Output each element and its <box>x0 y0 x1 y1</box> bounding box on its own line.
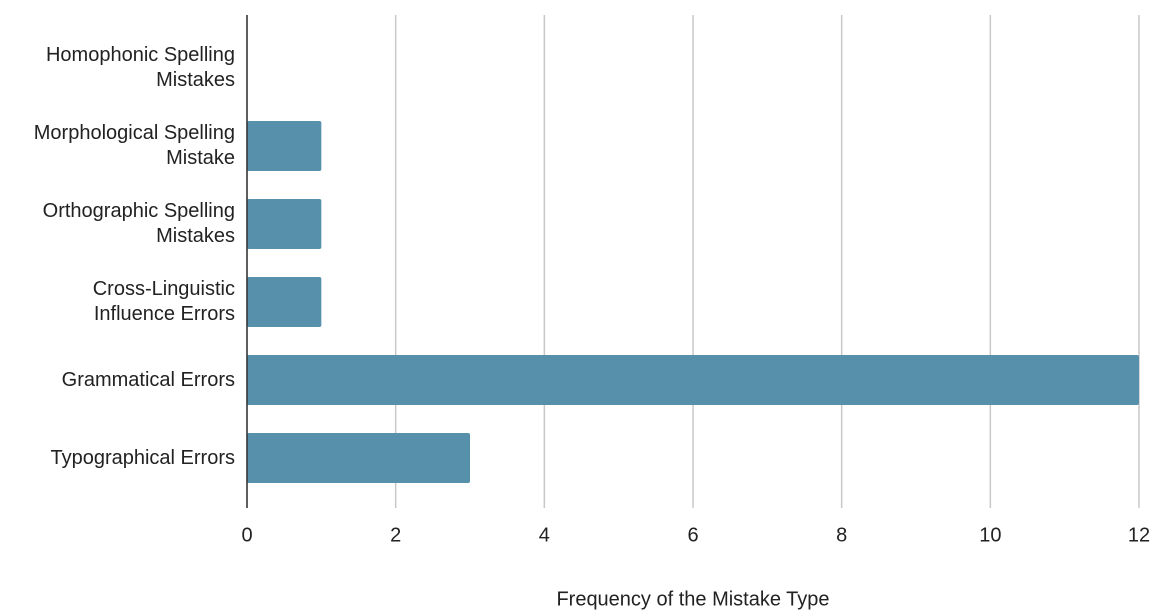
y-tick-label: Morphological Spelling Mistake <box>33 122 235 169</box>
bar <box>247 121 322 171</box>
x-tick-label: 2 <box>390 524 401 546</box>
y-tick-label: Typographical Errors <box>50 446 235 469</box>
x-tick-label: 12 <box>1128 524 1150 546</box>
bar <box>247 199 322 249</box>
x-tick-label: 4 <box>539 524 550 546</box>
y-tick-label: Orthographic Spelling Mistakes <box>42 200 235 247</box>
x-tick-label: 8 <box>836 524 847 546</box>
bar <box>247 277 322 327</box>
bar <box>247 355 1139 405</box>
x-tick-label: 6 <box>687 524 698 546</box>
y-tick-label: Homophonic Spelling Mistakes <box>45 44 235 91</box>
x-tick-label: 0 <box>241 524 252 546</box>
bar <box>247 433 470 483</box>
x-axis-title: Frequency of the Mistake Type <box>556 588 829 610</box>
x-tick-label: 10 <box>979 524 1001 546</box>
y-tick-label: Grammatical Errors <box>61 368 235 391</box>
y-tick-label: Cross-Linguistic Influence Errors <box>92 278 235 325</box>
